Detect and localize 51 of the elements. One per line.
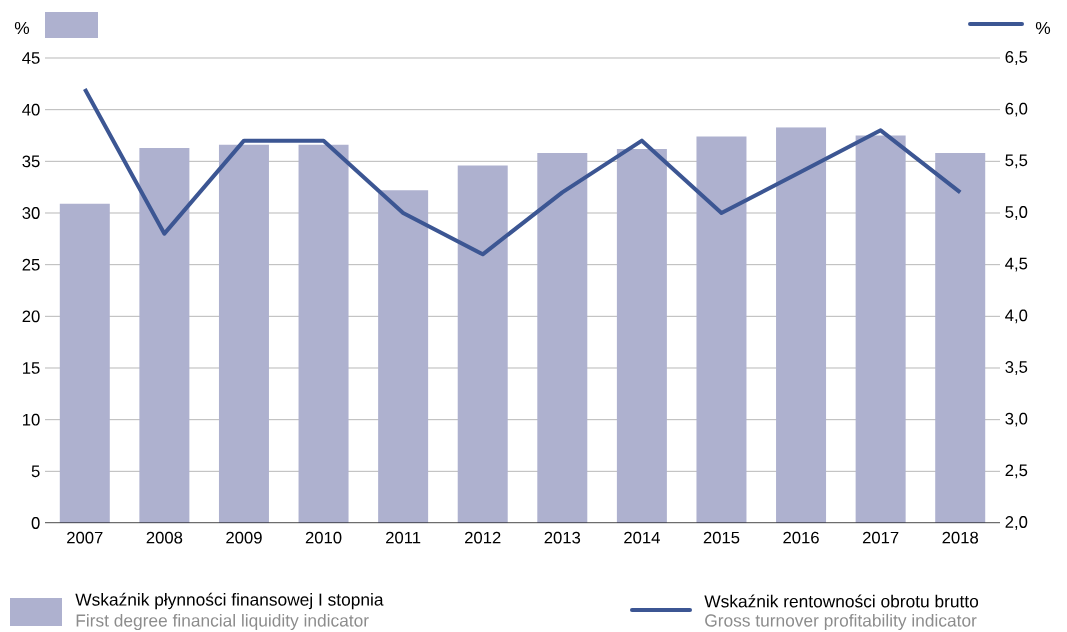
x-tick-label: 2011	[386, 531, 421, 544]
y2-tick-label: 5,0	[1005, 206, 1028, 220]
y2-axis-title: %	[1035, 21, 1051, 35]
line-series	[82, 87, 963, 257]
bar	[139, 147, 190, 523]
x-tick-label: 2015	[703, 531, 740, 544]
y-axis-title: %	[14, 21, 30, 35]
y-tick-label: 0	[31, 517, 40, 529]
bar	[298, 144, 349, 523]
x-tick-label: 2009	[226, 531, 262, 544]
bar	[378, 190, 429, 523]
text: Gross turnover profitability indicator	[705, 613, 977, 631]
bar	[855, 135, 906, 523]
y-tick-label: 15	[23, 362, 40, 374]
y2-tick-label: 4,0	[1005, 309, 1028, 324]
x-tick-label: 2016	[783, 531, 819, 544]
text: First degree financial liquidity indicator	[76, 613, 369, 631]
y-tick-label: 20	[22, 310, 40, 323]
legend-label: Wskaźnik płynności finansowej I stopnia	[75, 592, 384, 610]
y2-tick-label: 2,0	[1005, 516, 1028, 530]
y-tick-label: 30	[22, 207, 40, 219]
x-tick-label: 2012	[465, 531, 501, 544]
y2-tick-label: 3,0	[1005, 412, 1028, 427]
x-tick-label: 2010	[305, 531, 342, 544]
y-tick-label: 35	[22, 155, 40, 168]
y-tick-label: 45	[22, 52, 40, 64]
bar	[457, 165, 508, 523]
bar	[935, 153, 986, 523]
y2-tick-label: 6,0	[1005, 102, 1028, 117]
bar	[776, 127, 827, 523]
bar	[59, 203, 110, 523]
bar	[696, 136, 747, 523]
x-tick-label: 2008	[146, 531, 183, 544]
x-tick-label: 2007	[67, 531, 103, 544]
y-tick-label: 10	[23, 413, 40, 426]
bar	[616, 148, 667, 523]
y-tick-label: 40	[22, 103, 40, 116]
y2-tick-label: 5,5	[1005, 154, 1028, 169]
x-tick-label: 2018	[942, 531, 979, 544]
y-tick-label: 5	[31, 465, 40, 478]
bar	[218, 144, 269, 523]
bar	[537, 153, 588, 523]
y2-tick-label: 3,5	[1005, 361, 1028, 375]
legend-label: Wskaźnik rentowności obrotu brutto	[704, 594, 979, 608]
y2-tick-label: 2,5	[1005, 464, 1028, 479]
x-tick-label: 2013	[544, 531, 581, 544]
y2-tick-label: 6,5	[1005, 51, 1028, 65]
x-tick-label: 2017	[862, 531, 899, 544]
x-tick-label: 2014	[624, 531, 660, 544]
y2-tick-label: 4,5	[1005, 257, 1028, 272]
y-tick-label: 25	[22, 258, 40, 271]
